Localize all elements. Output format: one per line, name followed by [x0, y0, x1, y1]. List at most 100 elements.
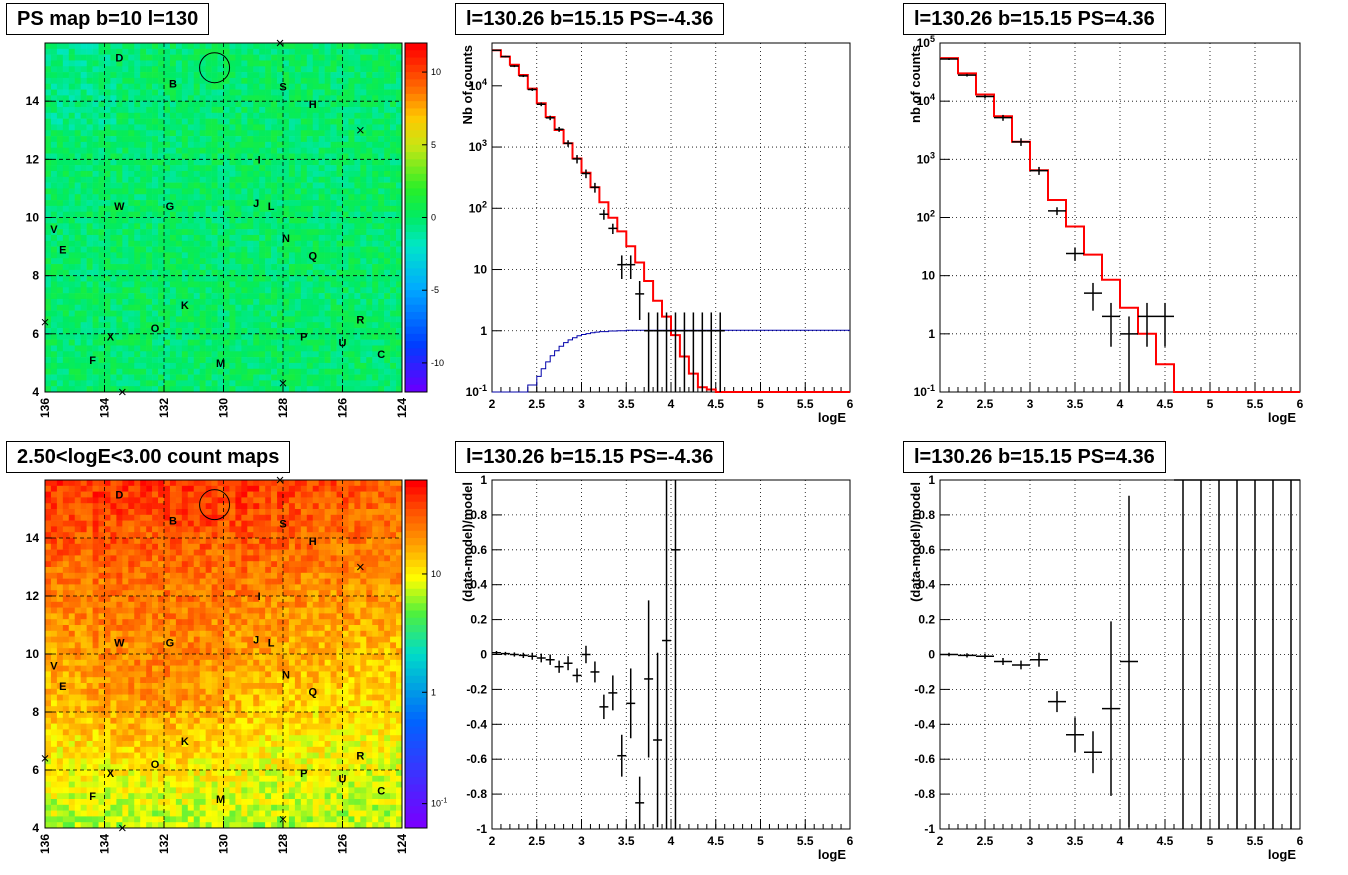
heatmap-cell — [158, 717, 165, 724]
heatmap-cell — [146, 269, 153, 276]
heatmap-cell — [336, 287, 343, 294]
heatmap-cell — [98, 596, 105, 603]
heatmap-cell — [187, 124, 195, 131]
heatmap-cell — [104, 758, 111, 765]
heatmap-cell — [92, 607, 99, 614]
heatmap-cell — [50, 590, 58, 597]
heatmap-cell — [265, 234, 272, 242]
heatmap-cell — [330, 170, 337, 178]
heatmap-cell — [92, 130, 99, 137]
heatmap-cell — [253, 147, 260, 154]
heatmap-cell — [62, 328, 70, 335]
heatmap-cell — [45, 781, 52, 788]
heatmap-cell — [74, 741, 81, 748]
heatmap-cell — [384, 112, 391, 119]
heatmap-cell — [283, 77, 290, 85]
heatmap-cell — [152, 480, 159, 487]
heatmap-cell — [110, 112, 117, 119]
heatmap-cell — [128, 205, 135, 212]
heatmap-cell — [324, 147, 331, 154]
heatmap-cell — [116, 578, 123, 585]
heatmap-cell — [50, 200, 58, 207]
heatmap-cell — [384, 83, 391, 90]
heatmap-cell — [68, 799, 76, 806]
heatmap-cell — [211, 298, 218, 306]
heatmap-cell — [110, 584, 117, 591]
heatmap-cell — [86, 532, 93, 539]
heatmap-cell — [241, 48, 248, 55]
heatmap-cell — [199, 234, 206, 242]
heatmap-cell — [122, 368, 129, 375]
heatmap-cell — [98, 485, 105, 492]
heatmap-cell — [164, 194, 171, 201]
heatmap-cell — [229, 170, 236, 178]
heatmap-cell — [146, 584, 153, 591]
heatmap-cell — [50, 764, 58, 771]
heatmap-cell — [223, 48, 230, 55]
heatmap-cell — [62, 561, 70, 568]
heatmap-cell — [169, 48, 177, 55]
colorbar-cell — [405, 217, 427, 226]
heatmap-cell — [128, 176, 135, 183]
heatmap-cell — [110, 700, 117, 707]
heatmap-cell — [169, 497, 177, 504]
heatmap-cell — [68, 101, 76, 108]
heatmap-cell — [122, 269, 129, 276]
heatmap-cell — [193, 310, 200, 317]
heatmap-cell — [217, 328, 224, 335]
heatmap-cell — [45, 351, 52, 358]
heatmap-cell — [300, 264, 308, 271]
heatmap-cell — [372, 101, 379, 108]
heatmap-cell — [128, 200, 135, 207]
heatmap-cell — [56, 596, 64, 603]
heatmap-cell — [336, 357, 343, 364]
heatmap-cell — [259, 72, 266, 79]
heatmap-cell — [104, 95, 111, 102]
heatmap-cell — [74, 572, 81, 579]
heatmap-cell — [271, 298, 278, 306]
heatmap-cell — [324, 130, 331, 137]
heatmap-cell — [68, 607, 76, 614]
heatmap-cell — [68, 275, 76, 282]
heatmap-cell — [68, 304, 76, 311]
heatmap-cell — [390, 101, 397, 108]
heatmap-cell — [92, 746, 99, 753]
heatmap-cell — [164, 770, 171, 777]
heatmap-cell — [211, 386, 218, 393]
heatmap-cell — [288, 48, 296, 55]
heatmap-cell — [92, 72, 99, 79]
heatmap-cell — [74, 561, 81, 568]
heatmap-cell — [45, 275, 52, 282]
heatmap-cell — [116, 48, 123, 55]
heatmap-cell — [271, 159, 278, 166]
heatmap-cell — [110, 66, 117, 73]
heatmap-cell — [116, 514, 123, 521]
heatmap-cell — [152, 211, 159, 218]
heatmap-cell — [122, 485, 129, 492]
heatmap-cell — [354, 60, 361, 67]
heatmap-cell — [45, 816, 52, 823]
heatmap-cell — [336, 101, 343, 108]
heatmap-cell — [116, 764, 123, 771]
heatmap-cell — [241, 275, 248, 282]
heatmap-cell — [164, 141, 171, 148]
heatmap-cell — [384, 368, 391, 375]
heatmap-cell — [187, 345, 195, 352]
heatmap-cell — [140, 485, 147, 492]
heatmap-cell — [300, 112, 308, 119]
heatmap-cell — [372, 386, 379, 393]
heatmap-cell — [390, 269, 397, 276]
x-tick-label: 134 — [98, 398, 112, 418]
heatmap-cell — [128, 345, 135, 352]
heatmap-cell — [318, 269, 325, 276]
heatmap-cell — [283, 310, 290, 317]
heatmap-cell — [211, 112, 218, 119]
heatmap-cell — [300, 217, 308, 224]
heatmap-cell — [354, 362, 361, 370]
heatmap-cell — [259, 293, 266, 300]
heatmap-cell — [74, 677, 81, 684]
heatmap-cell — [384, 345, 391, 352]
heatmap-cell — [348, 153, 355, 160]
heatmap-cell — [253, 89, 260, 96]
heatmap-cell — [241, 281, 248, 288]
